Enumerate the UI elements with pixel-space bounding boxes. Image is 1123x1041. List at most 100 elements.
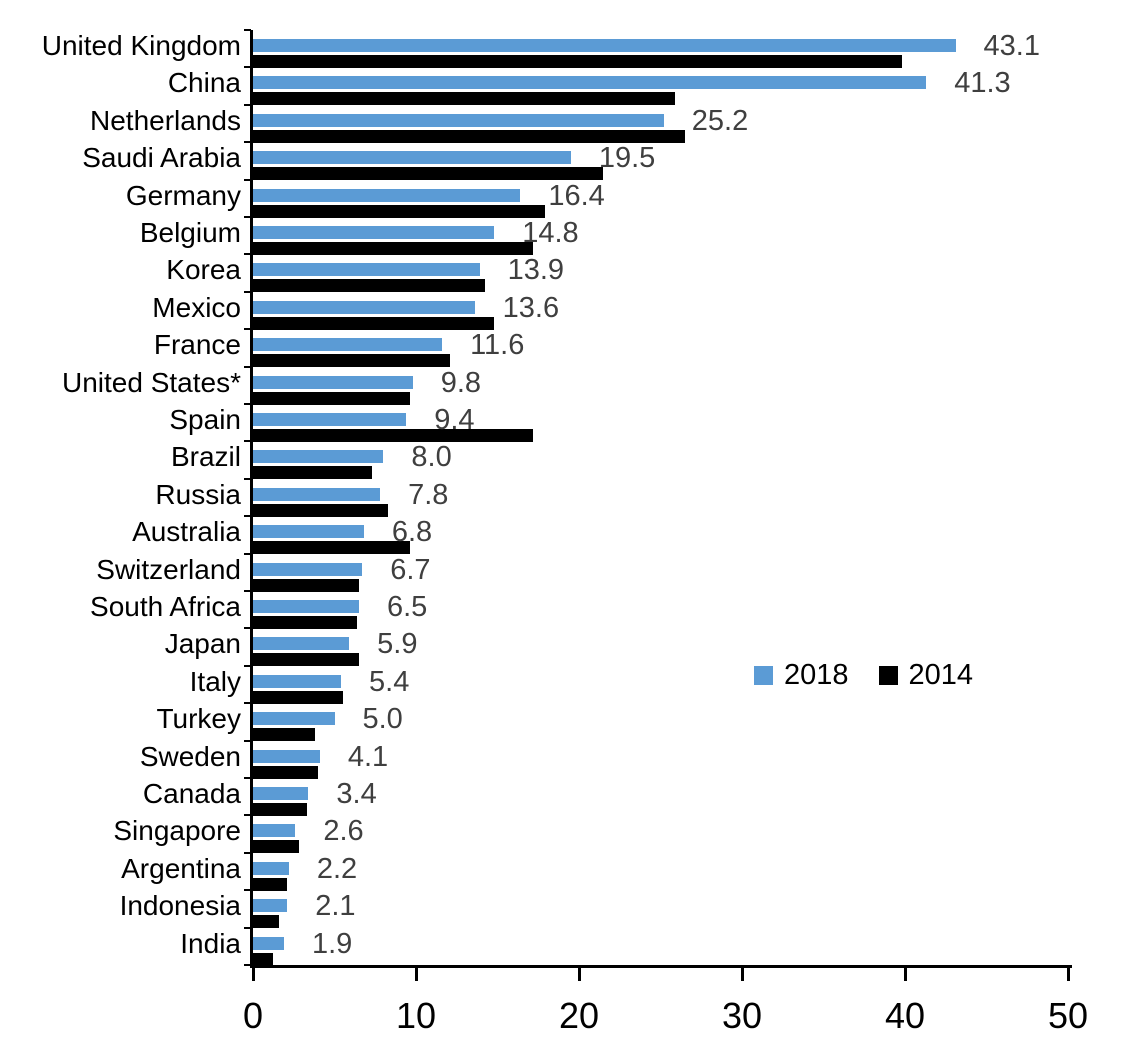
bar-2014 [253,129,685,143]
bar-2014 [253,952,273,966]
bar-2014 [253,354,451,368]
legend-label: 2014 [908,659,974,691]
value-label: 4.1 [347,740,389,773]
legend-entry: 2014 [878,659,974,692]
y-tick-mark [244,664,251,667]
bar-2018 [253,188,521,202]
value-label: 1.9 [311,927,353,960]
value-label: 5.9 [377,628,418,661]
category-label: Sweden [139,740,241,772]
bar-2018 [253,562,363,576]
value-label: 7.8 [408,478,449,511]
y-axis-line [250,30,253,968]
y-tick-mark [244,777,251,779]
bar-2018 [253,787,309,800]
legend: 2018 2014 [754,659,1003,692]
value-label: 41.3 [954,67,1011,100]
bar-2014 [253,578,359,592]
bar-2014 [253,391,410,405]
bar-2014 [253,616,358,629]
bar-2018 [253,226,495,239]
category-label: Turkey [156,703,241,735]
category-label: Spain [169,404,241,435]
y-tick-mark [244,739,251,742]
y-tick-mark [244,515,251,518]
bar-2014 [253,803,307,816]
value-label: 3.4 [336,778,377,810]
value-label: 19.5 [598,142,656,175]
bar-2018 [253,450,384,464]
value-label: 6.8 [391,516,433,549]
x-tick-label: 30 [721,995,763,1036]
bar-2018 [253,861,289,875]
bar-2014 [253,765,319,779]
bar-2018 [253,637,350,651]
value-label: 9.8 [440,366,482,399]
x-axis-line [250,965,1072,968]
value-label: 2.1 [315,890,356,923]
bar-2014 [253,915,280,929]
bar-2014 [253,242,534,255]
y-tick-mark [244,253,251,256]
x-tick-mark [741,968,744,981]
x-tick-label: 40 [884,995,926,1036]
category-label: Argentina [121,852,241,884]
y-tick-mark [244,702,251,705]
bar-2014 [253,840,299,854]
value-label: 5.4 [369,665,410,698]
y-tick-mark [244,290,251,293]
bar-2014 [253,167,604,181]
x-tick-label: 0 [242,995,264,1036]
bar-2018 [253,263,480,277]
value-label: 13.9 [507,254,565,287]
x-tick-mark [578,968,581,981]
category-label: Italy [189,665,241,697]
x-tick-mark [252,968,255,981]
y-tick-mark [244,178,251,181]
x-tick-label: 20 [558,995,600,1036]
category-label: Singapore [113,815,241,847]
category-label: Belgium [139,217,241,248]
y-tick-mark [244,66,251,69]
category-label: United States* [62,366,241,398]
category-label: Netherlands [90,104,241,136]
bar-2018 [253,151,571,165]
category-label: France [153,329,241,361]
category-label: China [167,67,241,99]
legend-swatch-icon [878,666,898,685]
y-tick-mark [244,141,251,144]
value-label: 16.4 [548,179,605,212]
y-tick-mark [244,103,251,106]
bar-2014 [253,541,410,555]
value-label: 2.6 [323,815,364,848]
legend-entry: 2018 [754,659,849,692]
value-label: 14.8 [522,217,579,249]
category-label: Japan [164,628,241,660]
y-tick-mark [244,403,251,405]
bar-2018 [253,824,296,838]
category-label: Mexico [152,291,241,323]
bar-2018 [253,674,341,688]
category-label: Russia [155,478,241,510]
bar-2018 [253,413,407,426]
category-label: Korea [166,254,241,286]
y-tick-mark [244,477,251,480]
bar-2018 [253,936,284,950]
value-label: 9.4 [434,404,475,436]
bar-2014 [253,204,545,218]
value-label: 8.0 [411,441,452,474]
value-label: 25.2 [691,104,749,137]
y-tick-mark [244,328,251,331]
category-label: South Africa [90,591,241,622]
legend-label: 2018 [784,659,849,691]
x-tick-label: 50 [1047,995,1089,1036]
bar-2014 [253,877,288,891]
y-tick-mark [244,627,251,630]
x-tick-label: 10 [395,995,437,1036]
bar-2018 [253,39,956,52]
bar-2018 [253,338,443,352]
bar-2018 [253,749,320,763]
y-tick-mark [244,216,251,218]
bar-2018 [253,712,335,726]
